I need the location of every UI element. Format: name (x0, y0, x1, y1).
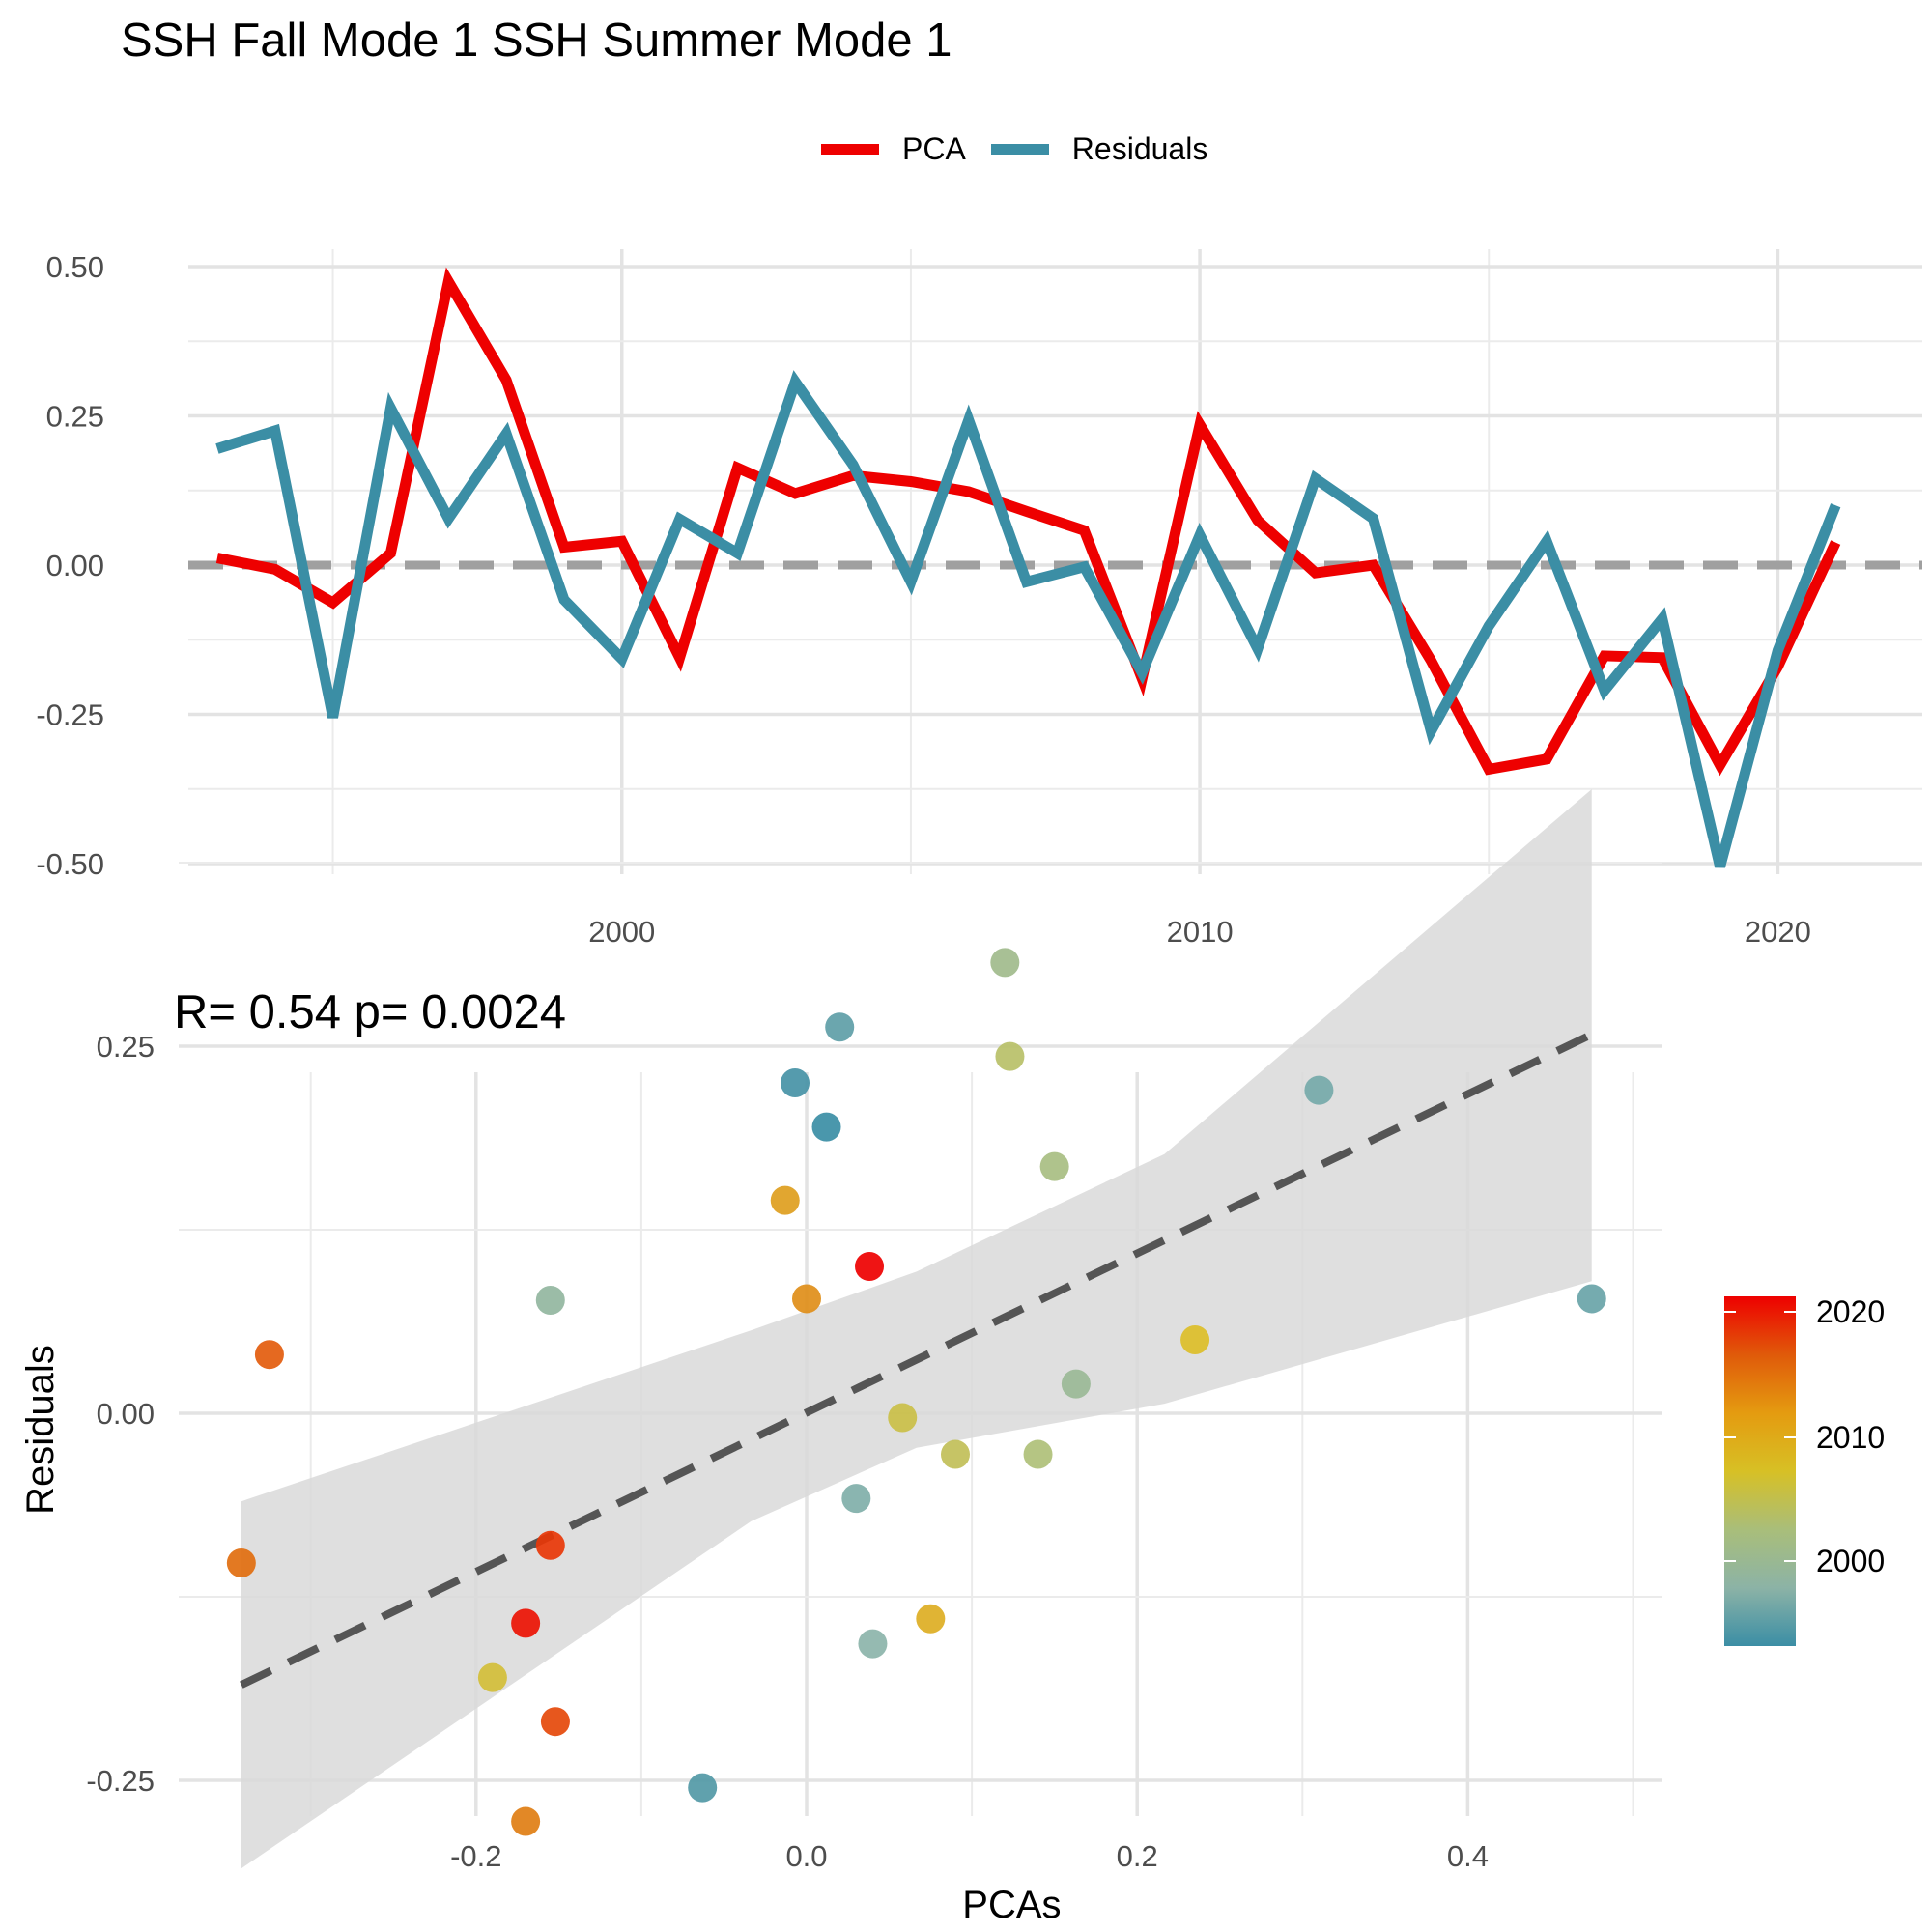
scatter-point (535, 1530, 565, 1560)
legend-label-residuals: Residuals (1071, 131, 1208, 166)
pca-series-line (215, 267, 1841, 777)
legend: PCA Residuals (821, 131, 1233, 167)
scatter-point (535, 1285, 565, 1315)
scatter-point (811, 1112, 841, 1142)
scatter-point (916, 1604, 946, 1634)
y-tick-label: 0.00 (46, 549, 104, 582)
x-tick-label: 0.0 (785, 1839, 827, 1873)
residuals-series-line (215, 370, 1841, 868)
scatter-point (990, 948, 1020, 978)
scatter-point (858, 1629, 888, 1659)
colorbar-label: 2000 (1816, 1544, 1885, 1578)
y-tick-label: -0.25 (86, 1764, 155, 1798)
y-tick-label: 0.25 (97, 1030, 155, 1064)
scatter-title: R= 0.54 p= 0.0024 (174, 986, 566, 1038)
scatter-point (841, 1484, 871, 1514)
scatter-point (254, 1340, 284, 1370)
legend-key-residuals (990, 144, 1049, 155)
scatter-point (688, 1773, 718, 1803)
legend-label-pca: PCA (902, 131, 966, 166)
y-tick-label: 0.25 (46, 400, 104, 434)
scatter-point (1304, 1075, 1334, 1105)
scatter-point (540, 1707, 570, 1737)
scatter-point (477, 1662, 507, 1692)
scatter-point (888, 1403, 918, 1433)
y-tick-label: -0.50 (36, 847, 104, 881)
y-tick-label: -0.25 (36, 698, 104, 732)
legend-item-residuals: Residuals (990, 131, 1208, 167)
scatter-point (792, 1284, 821, 1314)
scatter-point (1023, 1439, 1053, 1469)
y-tick-label: 0.50 (46, 250, 104, 284)
x-axis-title: PCAs (962, 1884, 1061, 1926)
scatter-point (995, 1041, 1025, 1071)
x-tick-label: 0.2 (1117, 1839, 1158, 1873)
scatter-point (855, 1252, 885, 1281)
scatter-point (770, 1185, 800, 1215)
y-tick-label: 0.00 (97, 1397, 155, 1431)
scatter-point (1577, 1284, 1606, 1314)
x-tick-label: 2010 (1167, 915, 1234, 949)
scatter-point (781, 1068, 810, 1097)
scatter-point (940, 1439, 970, 1469)
x-tick-label: -0.2 (450, 1839, 501, 1873)
x-tick-label: 0.4 (1447, 1839, 1489, 1873)
chart-title: SSH Fall Mode 1 SSH Summer Mode 1 (121, 14, 952, 67)
scatter-point (1180, 1325, 1210, 1354)
scatter-point (1061, 1369, 1091, 1399)
scatter-point (226, 1548, 256, 1578)
legend-item-pca: PCA (821, 131, 966, 167)
scatter-point (511, 1608, 541, 1638)
scatter-point (511, 1806, 541, 1836)
confidence-band (241, 789, 1592, 1869)
scatter-point (1039, 1151, 1069, 1181)
legend-key-pca (821, 144, 879, 155)
y-axis-title: Residuals (19, 1345, 62, 1515)
regression-line (240, 1031, 1594, 1689)
scatter-point (825, 1012, 855, 1042)
colorbar (1724, 1296, 1796, 1646)
x-tick-label: 2000 (588, 915, 655, 949)
colorbar-label: 2010 (1816, 1420, 1885, 1455)
x-tick-label: 2020 (1745, 915, 1811, 949)
colorbar-label: 2020 (1816, 1294, 1885, 1329)
